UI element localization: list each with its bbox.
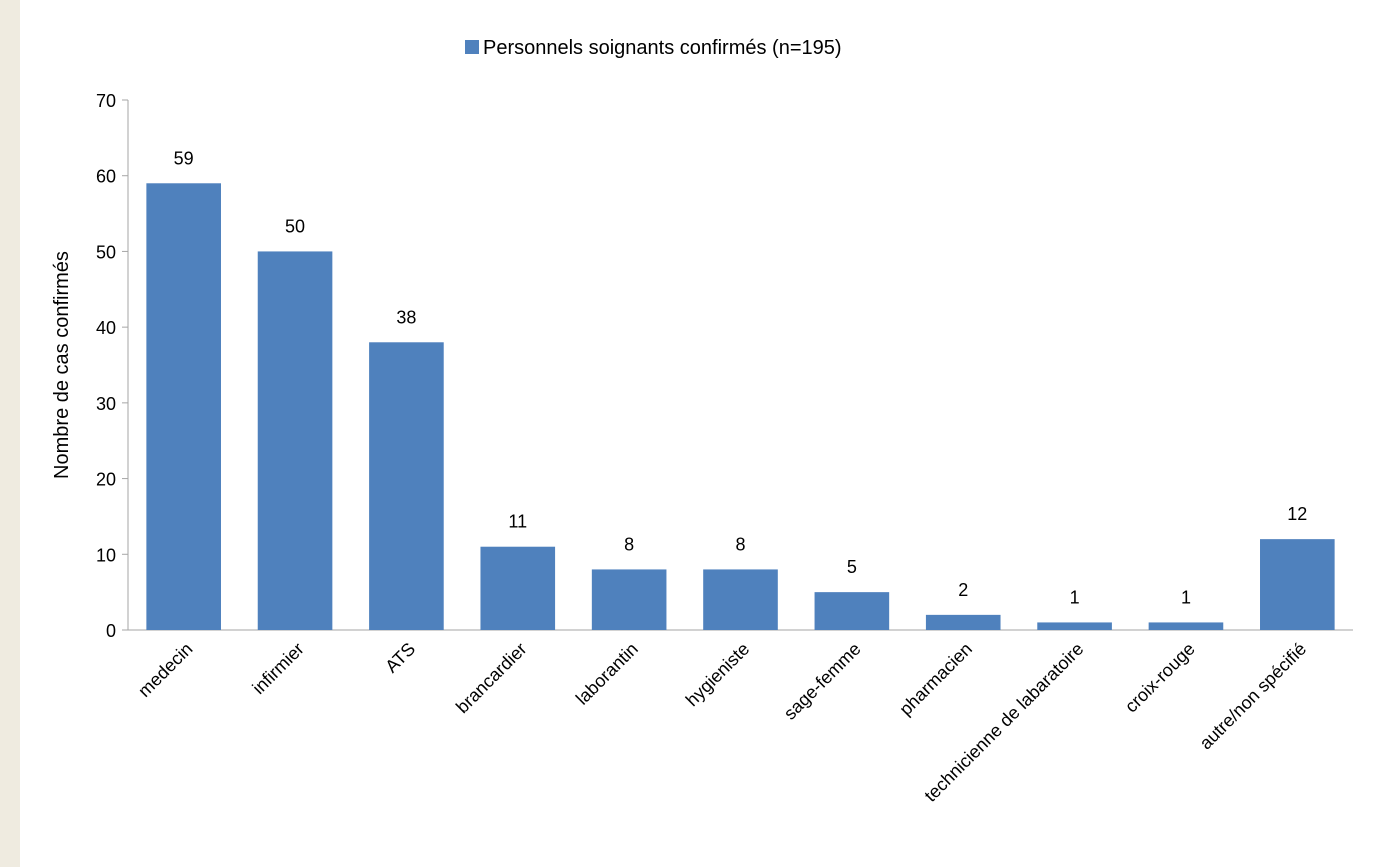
bar (1037, 622, 1112, 630)
y-axis-ticks: 0 10 20 30 40 50 60 70 (96, 91, 128, 641)
x-tick-label: pharmacien (895, 639, 976, 720)
data-label: 2 (958, 580, 968, 600)
x-tick-label: ATS (381, 639, 419, 677)
y-tick-label: 40 (96, 318, 116, 338)
bars (146, 183, 1335, 631)
chart-frame: Personnels soignants confirmés (n=195) N… (20, 0, 1379, 867)
x-tick-label: brancardier (452, 639, 531, 718)
y-tick-label: 0 (106, 621, 116, 641)
data-label: 5 (847, 557, 857, 577)
y-tick-label: 60 (96, 167, 116, 187)
x-tick-label: hygieniste (682, 639, 753, 710)
bar (591, 569, 667, 630)
x-axis-labels: medecin infirmier ATS brancardier laborantin… (134, 639, 1310, 806)
y-axis-title: Nombre de cas confirmés (51, 251, 73, 479)
bar (925, 614, 1001, 630)
bar (146, 183, 221, 631)
bar (703, 569, 778, 630)
bar-chart: Personnels soignants confirmés (n=195) N… (51, 37, 1353, 806)
bar (480, 546, 556, 630)
data-label: 50 (285, 216, 305, 236)
bar (814, 592, 890, 630)
y-tick-label: 20 (96, 470, 116, 490)
y-tick-label: 70 (96, 91, 116, 111)
data-label: 1 (1070, 587, 1080, 607)
bar (1148, 622, 1224, 630)
x-tick-label: laborantin (572, 639, 642, 709)
x-tick-label: autre/non spécifié (1196, 639, 1311, 754)
legend-label: Personnels soignants confirmés (n=195) (483, 37, 842, 59)
y-tick-label: 30 (96, 394, 116, 414)
data-label: 38 (396, 307, 416, 327)
data-label: 12 (1287, 504, 1307, 524)
data-label: 59 (174, 148, 194, 168)
x-tick-label: medecin (134, 639, 196, 701)
bar (369, 342, 444, 630)
bar (1260, 539, 1335, 630)
data-label: 1 (1181, 587, 1191, 607)
data-label: 8 (735, 534, 745, 554)
data-label: 11 (508, 512, 527, 532)
y-tick-label: 50 (96, 242, 116, 262)
legend-swatch (465, 40, 479, 54)
bar (257, 251, 333, 630)
y-tick-label: 10 (96, 545, 116, 565)
x-tick-label: sage-femme (780, 639, 865, 724)
x-tick-label: infirmier (248, 639, 307, 698)
legend: Personnels soignants confirmés (n=195) (465, 37, 842, 59)
x-tick-label: croix-rouge (1121, 639, 1199, 717)
data-label: 8 (624, 534, 634, 554)
